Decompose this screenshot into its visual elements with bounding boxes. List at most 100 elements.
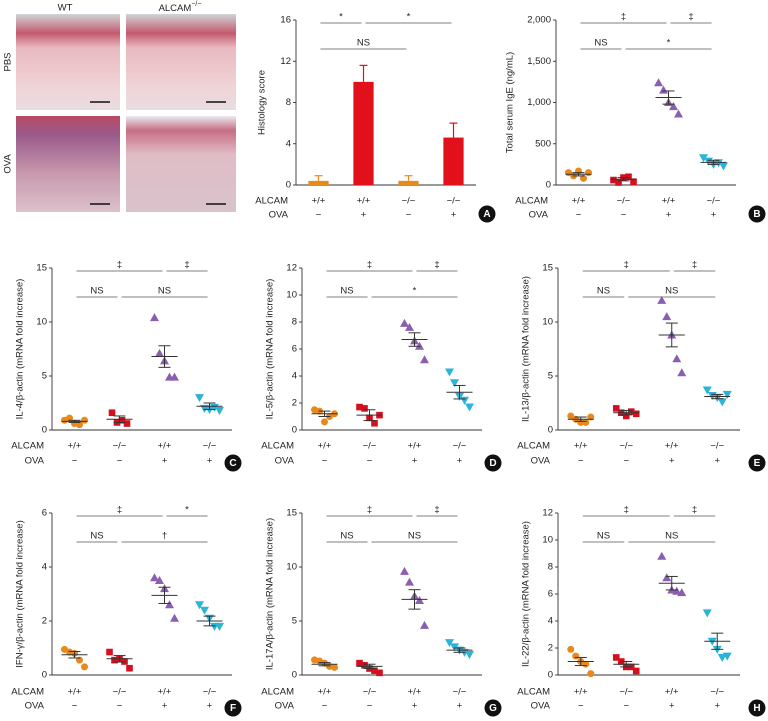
row-cell: +/+	[357, 196, 371, 207]
y-tick-label: 0	[42, 425, 47, 436]
row-cell: −/−	[707, 196, 721, 207]
data-point	[674, 109, 683, 118]
y-tick-label: 12	[542, 508, 553, 519]
data-point	[400, 318, 409, 327]
panel-badge	[224, 699, 242, 717]
y-tick-label: 15	[286, 508, 297, 519]
y-tick-label: 0	[548, 425, 553, 436]
data-point	[702, 609, 712, 618]
row-cell: −/−	[363, 687, 377, 698]
row-label: OVA	[275, 456, 295, 467]
row-cell: −/−	[619, 441, 633, 452]
y-tick-label: 15	[36, 263, 47, 274]
data-point	[215, 407, 224, 416]
row-cell: +/+	[158, 687, 172, 698]
y-tick-label: 8	[286, 97, 291, 108]
row-cell: +	[207, 456, 213, 467]
row-cell: +/+	[68, 441, 82, 452]
row-cell: −	[117, 701, 123, 712]
row-cell: +	[711, 210, 717, 221]
significance-label: ‡	[117, 505, 122, 516]
y-tick-label: 15	[542, 263, 553, 274]
data-point	[585, 169, 592, 177]
y-tick-label: 500	[535, 138, 551, 149]
y-tick-label: 16	[280, 15, 291, 26]
row-cell: +	[451, 210, 457, 221]
data-point	[610, 176, 617, 184]
row-cell: −	[322, 701, 328, 712]
panel-letter: F	[230, 703, 236, 714]
panel-letter: C	[229, 458, 236, 469]
data-point	[632, 410, 640, 418]
y-tick-label: 4	[286, 138, 291, 149]
data-point	[704, 157, 713, 166]
row-cell: +/+	[572, 196, 586, 207]
row-cell: +	[669, 701, 675, 712]
histology-image	[126, 14, 236, 110]
row-label: ALCAM	[11, 687, 44, 698]
data-point	[415, 595, 424, 604]
row-cell: −	[117, 456, 123, 467]
significance-label: NS	[594, 38, 607, 49]
panel-letter: E	[754, 458, 761, 469]
row-cell: −/−	[710, 687, 724, 698]
significance-label: NS	[90, 286, 103, 297]
row-label: OVA	[269, 210, 289, 221]
row-label: OVA	[531, 456, 551, 467]
row-cell: −/−	[203, 687, 217, 698]
data-point	[672, 354, 682, 363]
y-axis-label: IL-4/β-actin (mRNA fold increase)	[15, 279, 26, 420]
y-tick-label: 10	[542, 317, 553, 328]
data-point	[580, 174, 587, 182]
row-label: OVA	[531, 701, 551, 712]
y-tick-label: 4	[292, 371, 297, 382]
significance-label: ‡	[624, 505, 629, 516]
y-tick-label: 0	[546, 180, 551, 191]
data-point	[654, 78, 663, 87]
data-point	[195, 394, 204, 403]
row-label: OVA	[275, 701, 295, 712]
significance-label: NS	[408, 531, 421, 542]
data-point	[677, 588, 687, 597]
data-point	[155, 348, 164, 357]
histology-panel: WT ALCAM−/− PBS OVA	[3, 1, 236, 212]
data-point	[625, 173, 632, 181]
data-point	[612, 654, 620, 661]
row-cell: −	[576, 210, 582, 221]
data-point	[722, 652, 732, 661]
data-point	[717, 653, 727, 662]
significance-label: ‡	[624, 260, 629, 271]
y-tick-label: 5	[42, 371, 47, 382]
data-point	[702, 386, 712, 395]
data-point	[108, 409, 116, 417]
y-tick-label: 0	[548, 670, 553, 681]
data-point	[622, 412, 630, 420]
row-label: ALCAM	[261, 441, 294, 452]
panel-badge	[748, 205, 766, 223]
row-cell: −/−	[363, 441, 377, 452]
data-point	[577, 418, 585, 426]
data-point	[155, 576, 164, 584]
data-point	[677, 368, 687, 377]
row-cell: +/+	[408, 687, 422, 698]
row-cell: +/+	[158, 441, 172, 452]
y-tick-label: 4	[548, 616, 553, 627]
row-cell: +	[412, 701, 418, 712]
significance-label: *	[407, 12, 411, 23]
row-cell: +/+	[408, 441, 422, 452]
significance-label: *	[185, 505, 189, 516]
data-point	[111, 656, 118, 664]
row-cell: −	[72, 701, 78, 712]
significance-label: NS	[340, 286, 353, 297]
y-tick-label: 10	[286, 290, 297, 301]
row-cell: +/+	[665, 687, 679, 698]
y-tick-label: 6	[548, 589, 553, 600]
row-cell: −	[322, 456, 328, 467]
row-cell: −/−	[447, 196, 461, 207]
significance-label: ‡	[434, 505, 439, 516]
panel-badge	[224, 454, 242, 472]
y-axis-label: IFN-γ/β-actin (mRNA fold increase)	[15, 520, 26, 667]
panel-badge	[478, 205, 496, 223]
row-cell: −	[367, 456, 373, 467]
y-tick-label: 2	[548, 643, 553, 654]
